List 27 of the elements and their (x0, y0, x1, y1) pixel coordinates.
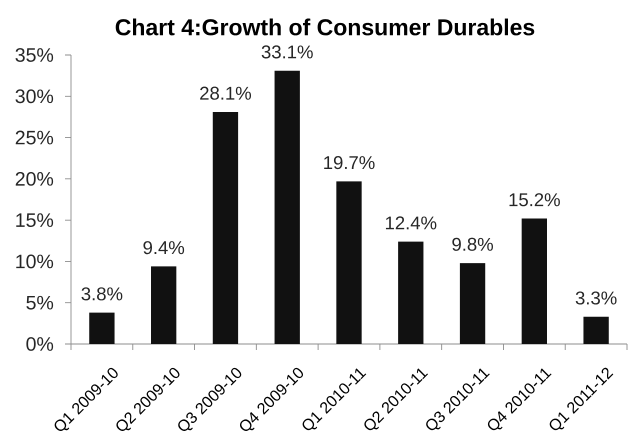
bar (212, 112, 238, 344)
data-label: 9.8% (452, 238, 493, 251)
bar (274, 70, 300, 344)
bar (398, 242, 424, 344)
y-tick-label: 25% (16, 130, 54, 144)
bar (522, 218, 547, 344)
bar (460, 263, 486, 344)
data-label: 3.8% (82, 287, 122, 300)
y-tick-label: 5% (26, 296, 54, 310)
y-tick-label: 30% (16, 89, 54, 104)
chart-title: Chart 4:Growth of Consumer Durables (116, 18, 534, 36)
data-label: 15.2% (510, 193, 560, 206)
y-tick-label: 0% (26, 337, 54, 351)
bar (336, 181, 362, 344)
y-tick-label: 15% (16, 213, 54, 227)
bar (151, 266, 176, 344)
data-label: 9.4% (143, 241, 184, 254)
y-tick-label: 10% (16, 254, 54, 268)
bar (583, 316, 609, 344)
data-label: 12.4% (386, 216, 436, 230)
bar (89, 312, 115, 344)
y-tick-label: 35% (16, 48, 54, 62)
data-label: 33.1% (262, 45, 313, 58)
data-label: 28.1% (200, 86, 252, 100)
data-label: 3.3% (576, 291, 617, 305)
y-tick-label: 20% (16, 172, 54, 186)
data-label: 19.7% (324, 156, 375, 170)
